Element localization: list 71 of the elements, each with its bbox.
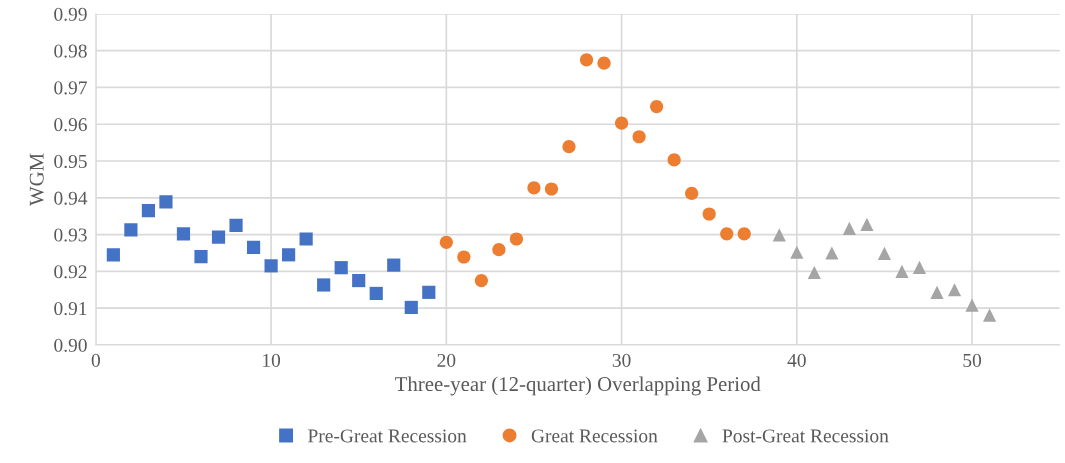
point — [650, 99, 664, 114]
point — [457, 250, 471, 264]
point — [737, 227, 751, 241]
x-tick-label: 10 — [263, 353, 281, 367]
legend-label: Great Recession — [531, 429, 658, 443]
y-tick-label: 0.95 — [54, 154, 87, 169]
point — [439, 235, 453, 249]
x-tick-label: 30 — [612, 353, 631, 367]
point — [842, 221, 856, 235]
x-tick-label: 0 — [91, 353, 100, 367]
x-tick-label: 40 — [787, 353, 806, 367]
point — [369, 286, 383, 301]
point — [246, 240, 261, 255]
legend-label: Post-Great Recession — [722, 429, 889, 443]
x-tick-label: 20 — [437, 353, 456, 367]
point — [544, 182, 559, 196]
y-axis-title: WGM — [29, 153, 44, 207]
point — [352, 273, 366, 288]
point — [176, 227, 191, 241]
point — [492, 243, 506, 257]
point — [141, 204, 156, 218]
point — [965, 298, 979, 312]
point — [282, 248, 296, 262]
point — [106, 248, 120, 262]
y-tick-label: 0.94 — [54, 191, 88, 205]
point — [947, 283, 962, 297]
point — [422, 285, 436, 299]
point — [930, 285, 944, 299]
point — [790, 245, 804, 259]
point — [895, 264, 909, 278]
y-tick-label: 0.97 — [54, 81, 87, 95]
point — [194, 250, 208, 264]
point — [702, 207, 716, 221]
point — [877, 246, 892, 260]
point — [264, 259, 278, 273]
point — [597, 56, 611, 70]
point — [982, 308, 997, 322]
point — [667, 153, 681, 167]
y-tick-label: 0.99 — [54, 7, 87, 21]
point — [720, 227, 734, 241]
y-tick-label: 0.98 — [54, 44, 87, 58]
point — [912, 260, 927, 274]
point — [474, 273, 488, 288]
y-tick-label: 0.96 — [54, 118, 87, 132]
point — [614, 116, 629, 130]
x-axis-title: Three-year (12-quarter) Overlapping Period — [395, 376, 761, 396]
point — [562, 140, 576, 154]
y-tick-label: 0.92 — [54, 265, 87, 279]
point — [509, 232, 524, 246]
point — [772, 228, 786, 242]
point — [860, 217, 874, 231]
point — [317, 278, 331, 292]
point — [159, 195, 173, 209]
legend-label: Pre-Great Recession — [308, 429, 467, 443]
point — [387, 258, 401, 272]
x-tick-label: 50 — [963, 353, 982, 367]
point — [404, 300, 418, 314]
point — [527, 181, 541, 195]
point — [124, 223, 138, 237]
point — [334, 261, 348, 275]
y-tick-label: 0.93 — [54, 228, 87, 242]
point — [579, 53, 594, 67]
y-tick-label: 0.91 — [54, 301, 87, 316]
point — [632, 130, 646, 144]
y-tick-label: 0.90 — [54, 338, 87, 352]
point — [807, 265, 821, 280]
point — [211, 230, 226, 244]
point — [229, 218, 243, 232]
point — [825, 246, 839, 260]
point — [685, 186, 699, 200]
point — [299, 232, 313, 246]
